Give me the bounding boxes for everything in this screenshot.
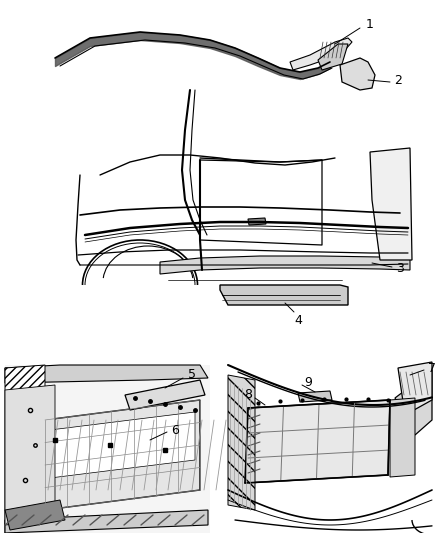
Polygon shape: [5, 510, 208, 533]
Text: 7: 7: [428, 361, 436, 375]
Polygon shape: [5, 365, 45, 533]
Text: 5: 5: [188, 368, 196, 382]
Polygon shape: [50, 412, 195, 478]
Polygon shape: [248, 218, 266, 225]
Polygon shape: [340, 58, 375, 90]
Text: 1: 1: [366, 19, 374, 31]
Polygon shape: [5, 500, 65, 530]
Polygon shape: [390, 398, 415, 477]
Polygon shape: [395, 370, 432, 435]
Polygon shape: [398, 362, 432, 415]
Polygon shape: [228, 375, 255, 510]
Text: 8: 8: [244, 389, 252, 401]
Polygon shape: [370, 148, 412, 260]
Polygon shape: [318, 44, 348, 70]
Text: 3: 3: [396, 262, 404, 274]
Polygon shape: [5, 365, 210, 533]
Polygon shape: [125, 380, 205, 410]
Text: 6: 6: [171, 424, 179, 437]
Polygon shape: [298, 391, 332, 402]
Polygon shape: [5, 385, 55, 525]
Text: 2: 2: [394, 74, 402, 86]
Polygon shape: [245, 400, 390, 483]
Polygon shape: [220, 285, 348, 305]
Polygon shape: [160, 256, 410, 274]
Polygon shape: [290, 38, 352, 70]
Text: 9: 9: [304, 376, 312, 389]
Polygon shape: [45, 400, 200, 510]
Text: 4: 4: [294, 313, 302, 327]
Polygon shape: [5, 365, 208, 383]
